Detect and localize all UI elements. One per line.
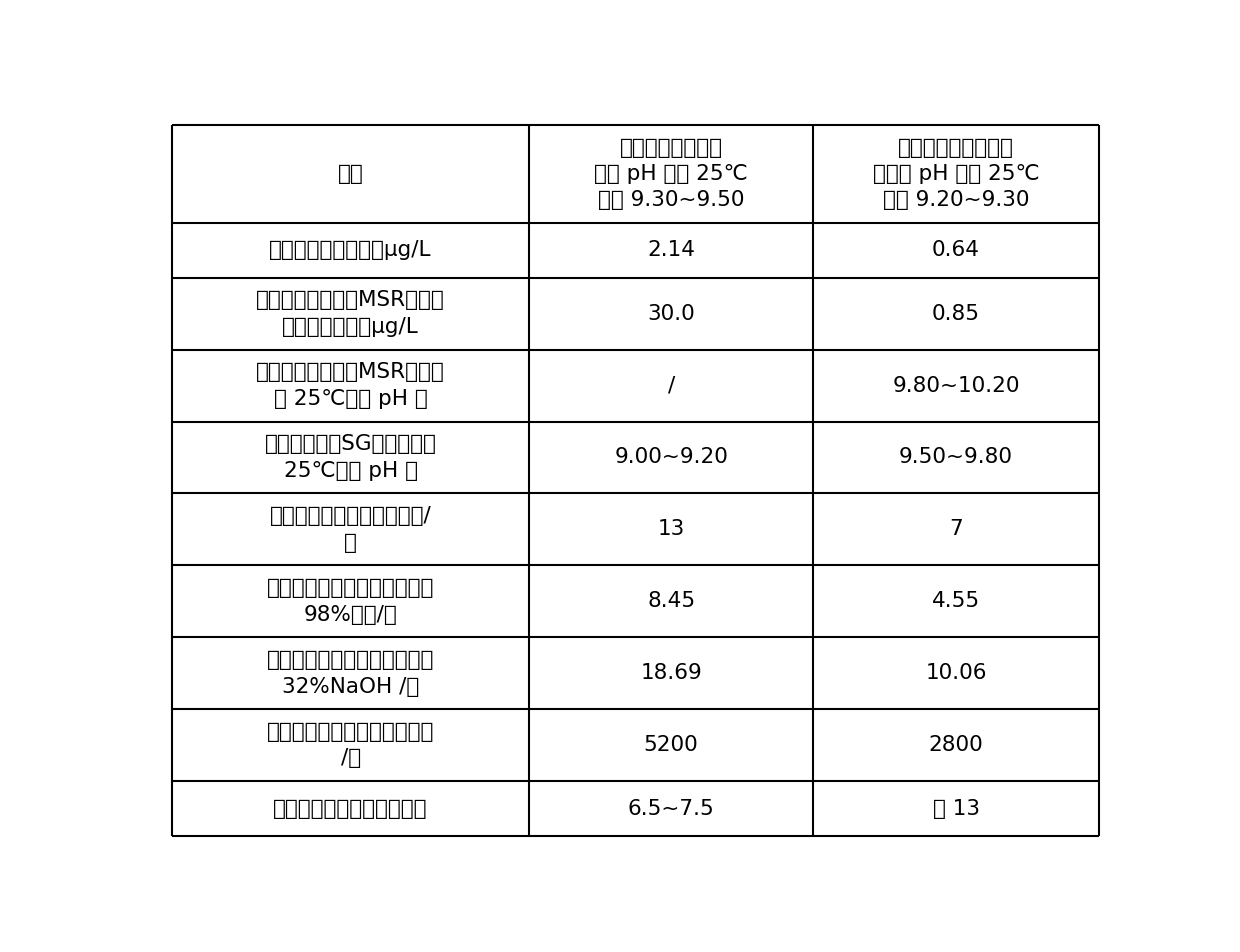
Text: 4.55: 4.55 (932, 591, 980, 611)
Text: 5200: 5200 (644, 735, 698, 755)
Text: /: / (667, 375, 675, 395)
Text: 0.64: 0.64 (932, 240, 980, 260)
Text: 加氨控制凝水混床
出口 pH 値在 25℃
下为 9.30~9.50: 加氨控制凝水混床 出口 pH 値在 25℃ 下为 9.30~9.50 (594, 137, 748, 210)
Text: 6.5~7.5: 6.5~7.5 (627, 799, 714, 819)
Text: 8.45: 8.45 (647, 591, 696, 611)
Text: 凝水混床树脂再生酸用量，吨
98%硫酸/月: 凝水混床树脂再生酸用量，吨 98%硫酸/月 (267, 578, 434, 625)
Text: 约 13: 约 13 (932, 799, 980, 819)
Text: 2800: 2800 (929, 735, 983, 755)
Text: 7: 7 (949, 520, 963, 540)
Text: 2.14: 2.14 (647, 240, 696, 260)
Text: 9.00~9.20: 9.00~9.20 (614, 447, 728, 467)
Text: 10.06: 10.06 (925, 664, 987, 684)
Text: 凝水混床树脂再生次数，次/
月: 凝水混床树脂再生次数，次/ 月 (270, 506, 432, 552)
Text: 凝水混床周期制水量，万吨: 凝水混床周期制水量，万吨 (273, 799, 428, 819)
Text: 项目: 项目 (337, 164, 363, 184)
Text: 凝水混床树脂再生耗水量，吨
/月: 凝水混床树脂再生耗水量，吨 /月 (267, 722, 434, 768)
Text: 给水铁含量平均値，μg/L: 给水铁含量平均値，μg/L (269, 240, 432, 260)
Text: 30.0: 30.0 (647, 304, 696, 324)
Text: 13: 13 (657, 520, 684, 540)
Text: 9.80~10.20: 9.80~10.20 (893, 375, 1019, 395)
Text: 9.50~9.80: 9.50~9.80 (899, 447, 1013, 467)
Text: 汽水分离再热器（MSR）疏水
在 25℃下的 pH 値: 汽水分离再热器（MSR）疏水 在 25℃下的 pH 値 (257, 363, 445, 408)
Text: 汽水分离再热器（MSR）疏水
铁含量平均値，μg/L: 汽水分离再热器（MSR）疏水 铁含量平均値，μg/L (257, 290, 445, 337)
Text: 凝水混床树脂再生碱用量，吨
32%NaOH /月: 凝水混床树脂再生碱用量，吨 32%NaOH /月 (267, 650, 434, 697)
Text: 加乙醇胺控制凝水混
床出口 pH 値在 25℃
下为 9.20~9.30: 加乙醇胺控制凝水混 床出口 pH 値在 25℃ 下为 9.20~9.30 (873, 137, 1039, 210)
Text: 蔕汽发生器（SG）排污水在
25℃下的 pH 値: 蔕汽发生器（SG）排污水在 25℃下的 pH 値 (264, 434, 436, 481)
Text: 18.69: 18.69 (640, 664, 702, 684)
Text: 0.85: 0.85 (932, 304, 980, 324)
